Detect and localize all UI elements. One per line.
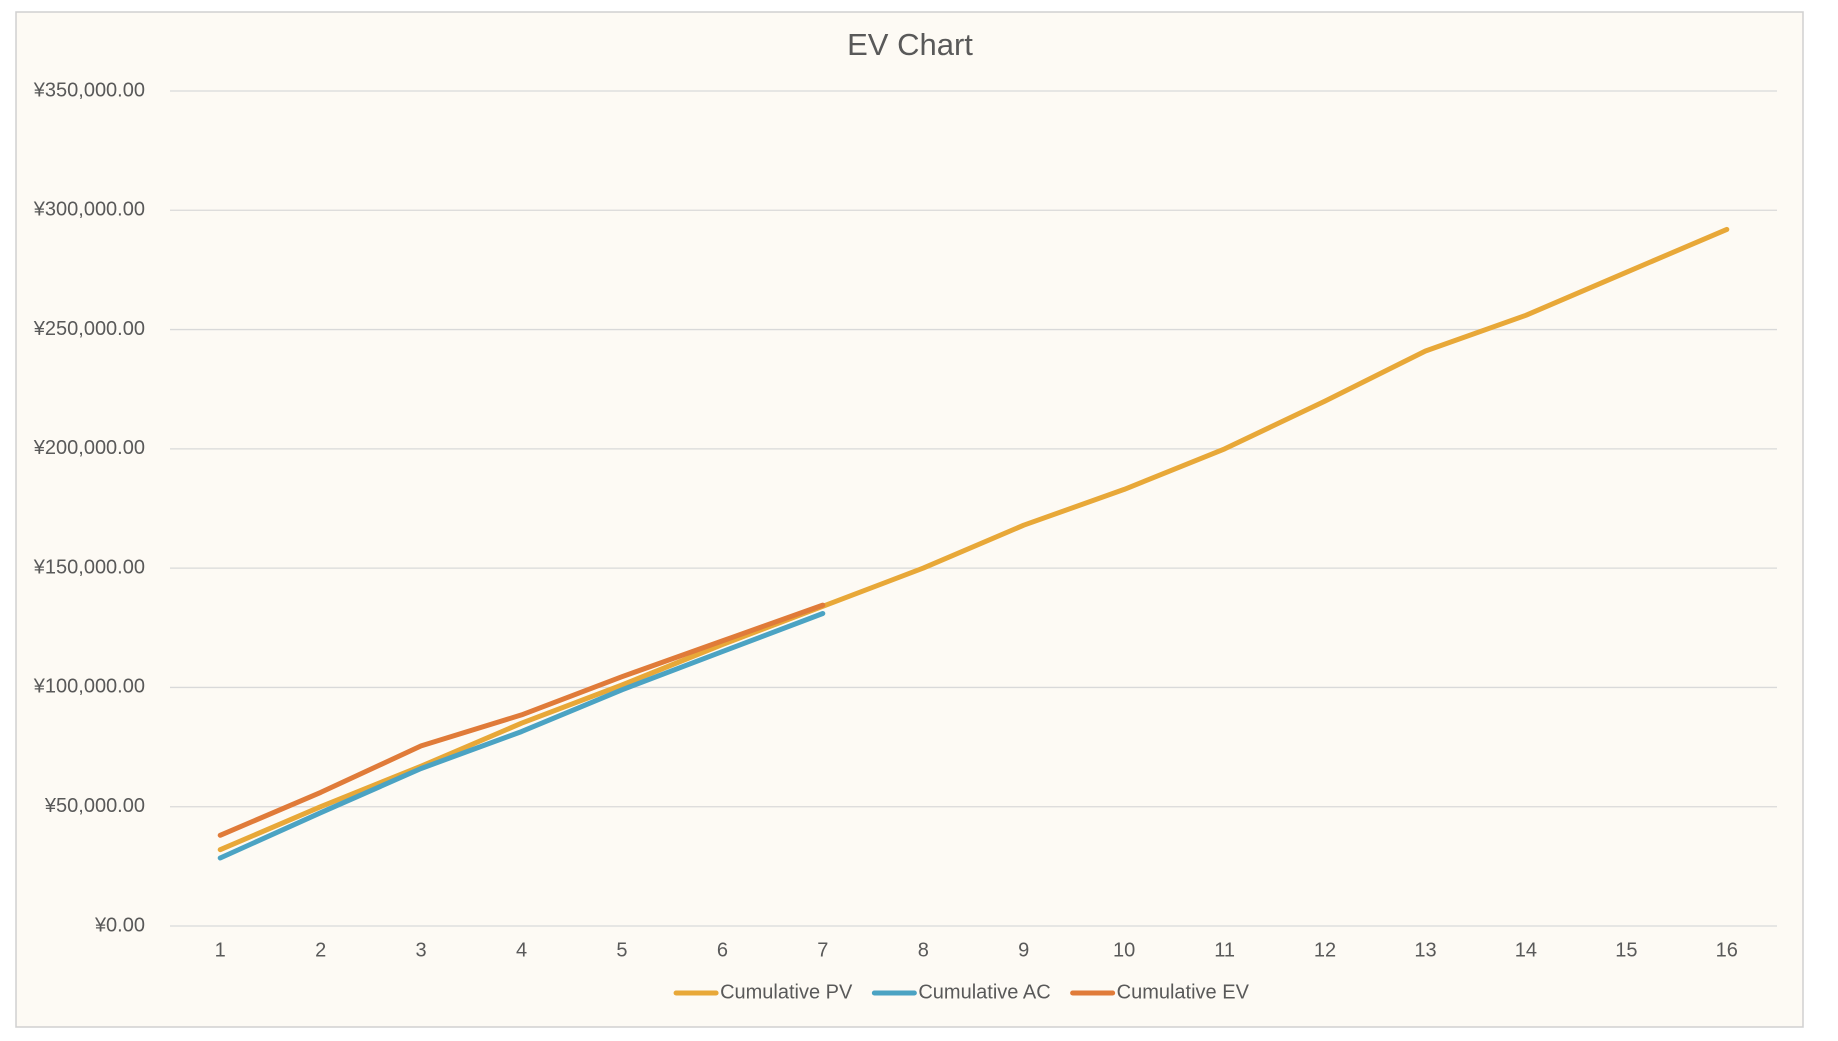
chart-area xyxy=(15,11,1804,1028)
legend-label: Cumulative EV xyxy=(1117,981,1250,1003)
x-tick-label: 16 xyxy=(1716,939,1738,961)
y-tick-label: ¥0.00 xyxy=(94,914,145,936)
series-line xyxy=(217,611,826,861)
x-tick-label: 8 xyxy=(918,939,929,961)
x-tick-label: 2 xyxy=(315,939,326,961)
y-tick-label: ¥150,000.00 xyxy=(33,556,145,578)
x-tick-label: 15 xyxy=(1615,939,1637,961)
x-tick-label: 11 xyxy=(1214,939,1235,961)
x-tick-label: 10 xyxy=(1113,939,1135,961)
x-tick-label: 12 xyxy=(1314,939,1336,961)
chart-title: EV Chart xyxy=(847,27,973,62)
y-tick-label: ¥50,000.00 xyxy=(44,795,145,817)
x-tick-label: 4 xyxy=(516,939,527,961)
y-tick-label: ¥350,000.00 xyxy=(33,79,145,101)
series-line xyxy=(217,226,1730,853)
series-line xyxy=(217,602,826,838)
legend-label: Cumulative AC xyxy=(918,981,1050,1003)
x-tick-label: 9 xyxy=(1018,939,1029,961)
x-tick-label: 14 xyxy=(1515,939,1537,961)
x-tick-label: 13 xyxy=(1414,939,1436,961)
x-tick-label: 1 xyxy=(215,939,226,961)
y-tick-label: ¥100,000.00 xyxy=(33,676,145,698)
x-tick-label: 3 xyxy=(416,939,427,961)
x-tick-label: 7 xyxy=(817,939,828,961)
y-tick-label: ¥200,000.00 xyxy=(33,437,145,459)
x-tick-label: 5 xyxy=(616,939,627,961)
y-tick-label: ¥250,000.00 xyxy=(33,318,145,340)
y-tick-label: ¥300,000.00 xyxy=(33,199,145,221)
legend-label: Cumulative PV xyxy=(720,981,853,1003)
x-tick-label: 6 xyxy=(717,939,728,961)
